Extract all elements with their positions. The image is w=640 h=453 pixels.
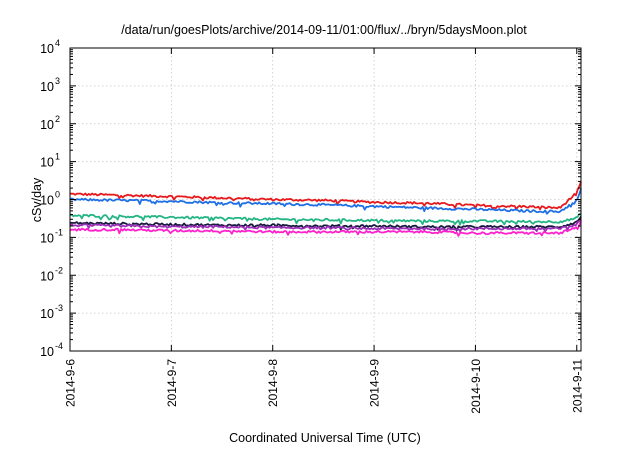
x-axis-label: Coordinated Universal Time (UTC): [229, 431, 421, 445]
y-tick-exponent: 1: [55, 152, 60, 162]
series-line-6: [69, 220, 582, 237]
series-layer: [69, 181, 582, 237]
y-tick-base: 10: [40, 269, 54, 283]
series-line-4: [69, 215, 582, 232]
x-tick-label: 2014-9-8: [266, 359, 280, 407]
y-tick-base: 10: [40, 231, 54, 245]
y-tick-exponent: -4: [55, 341, 63, 351]
y-tick-exponent: 4: [55, 38, 60, 48]
y-tick-exponent: -1: [55, 227, 63, 237]
y-tick-label: 10: [40, 345, 54, 359]
series-line-1: [69, 181, 582, 211]
y-tick-label: 10: [40, 231, 54, 245]
y-tick-label: 10: [40, 307, 54, 321]
y-tick-exponent: -3: [55, 303, 63, 313]
y-tick-exponent: 0: [55, 190, 60, 200]
x-tick-label: 2014-9-6: [64, 359, 78, 407]
y-tick-label: 10: [40, 269, 54, 283]
x-tick-label: 2014-9-11: [570, 359, 584, 413]
y-tick-base: 10: [40, 194, 54, 208]
chart-title: /data/run/goesPlots/archive/2014-09-11/0…: [121, 23, 527, 37]
series-line-2: [69, 188, 582, 215]
y-tick-exponent: 3: [55, 76, 60, 86]
y-tick-label: 10: [40, 156, 54, 170]
y-tick-base: 10: [40, 118, 54, 132]
y-tick-base: 10: [40, 345, 54, 359]
y-tick-base: 10: [40, 42, 54, 56]
y-tick-exponent: 2: [55, 114, 60, 124]
y-tick-label: 10: [40, 194, 54, 208]
y-tick-base: 10: [40, 307, 54, 321]
x-tick-label: 2014-9-9: [368, 359, 382, 407]
y-tick-exponent: -2: [55, 265, 63, 275]
x-tick-label: 2014-9-10: [469, 359, 483, 414]
y-tick-base: 10: [40, 80, 54, 94]
axis-ticks: [69, 47, 581, 352]
y-axis-label: cSv/day: [30, 177, 44, 222]
y-tick-label: 10: [40, 80, 54, 94]
y-tick-base: 10: [40, 156, 54, 170]
series-line-5: [69, 218, 582, 233]
series-line-3: [69, 212, 582, 226]
y-tick-label: 10: [40, 118, 54, 132]
y-tick-label: 10: [40, 42, 54, 56]
x-tick-label: 2014-9-7: [165, 359, 179, 407]
